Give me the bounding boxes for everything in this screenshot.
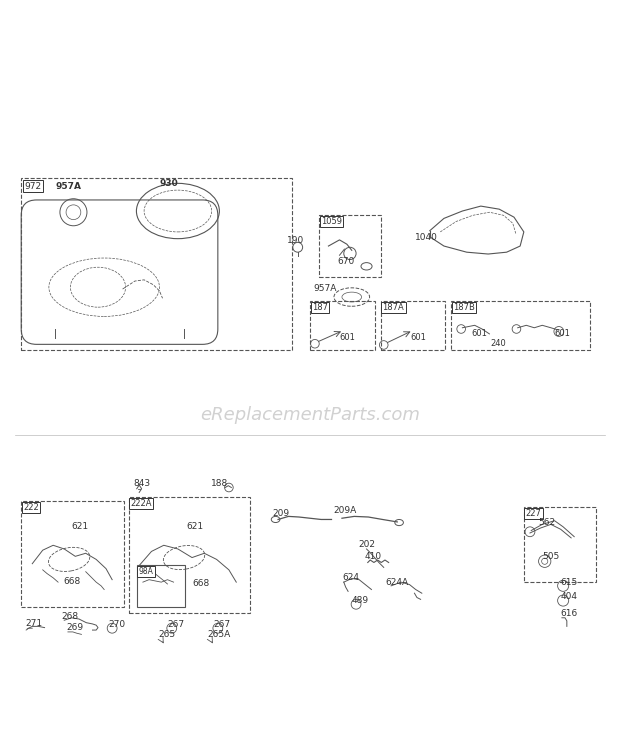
Bar bbox=[381, 301, 445, 350]
Text: 190: 190 bbox=[286, 236, 304, 245]
Text: 222A: 222A bbox=[131, 499, 152, 508]
Bar bbox=[21, 501, 125, 606]
Text: 265: 265 bbox=[158, 630, 175, 639]
Text: 187A: 187A bbox=[383, 304, 404, 312]
Text: 269: 269 bbox=[66, 623, 83, 632]
Text: 562: 562 bbox=[539, 518, 556, 527]
Text: 240: 240 bbox=[490, 339, 506, 347]
Text: 621: 621 bbox=[186, 522, 203, 530]
Text: 410: 410 bbox=[364, 552, 381, 561]
Text: 616: 616 bbox=[560, 609, 578, 618]
Bar bbox=[451, 301, 590, 350]
Text: 187: 187 bbox=[312, 304, 328, 312]
Text: 624A: 624A bbox=[385, 578, 408, 587]
Text: 1059: 1059 bbox=[321, 217, 342, 226]
Bar bbox=[129, 497, 250, 613]
Text: 601: 601 bbox=[340, 333, 355, 342]
Text: 489: 489 bbox=[352, 597, 369, 606]
Text: 188: 188 bbox=[210, 478, 228, 487]
Text: 265A: 265A bbox=[207, 630, 231, 639]
Text: 404: 404 bbox=[560, 592, 578, 601]
Text: 222: 222 bbox=[23, 503, 39, 512]
Text: 957A: 957A bbox=[55, 182, 81, 190]
Bar bbox=[21, 179, 291, 350]
Text: 972: 972 bbox=[24, 182, 42, 190]
Text: 668: 668 bbox=[192, 580, 210, 589]
Bar bbox=[524, 507, 596, 582]
Text: 615: 615 bbox=[560, 578, 578, 587]
Text: 670: 670 bbox=[338, 257, 355, 266]
Text: 270: 270 bbox=[108, 620, 126, 629]
Bar bbox=[137, 565, 185, 606]
Text: 209: 209 bbox=[272, 509, 289, 519]
Text: 202: 202 bbox=[358, 540, 375, 549]
Text: 268: 268 bbox=[62, 612, 79, 620]
Text: 957A: 957A bbox=[313, 284, 337, 293]
Text: 668: 668 bbox=[63, 577, 80, 586]
Text: 267: 267 bbox=[167, 620, 185, 629]
Text: 624: 624 bbox=[342, 573, 359, 582]
Text: 601: 601 bbox=[410, 333, 426, 342]
Text: 227: 227 bbox=[526, 509, 541, 518]
Bar bbox=[310, 301, 374, 350]
Text: 601: 601 bbox=[471, 330, 487, 339]
Text: 843: 843 bbox=[133, 478, 150, 487]
Text: 187B: 187B bbox=[453, 304, 475, 312]
Text: 621: 621 bbox=[71, 522, 89, 530]
Text: 209A: 209A bbox=[334, 506, 356, 515]
Bar bbox=[319, 215, 381, 277]
Text: 505: 505 bbox=[542, 552, 559, 561]
Text: 601: 601 bbox=[554, 330, 570, 339]
Text: eReplacementParts.com: eReplacementParts.com bbox=[200, 406, 420, 424]
Text: 267: 267 bbox=[213, 620, 231, 629]
Text: 1040: 1040 bbox=[414, 233, 437, 242]
Text: 271: 271 bbox=[25, 619, 42, 628]
Text: 98A: 98A bbox=[138, 567, 153, 576]
Text: 930: 930 bbox=[159, 179, 178, 187]
